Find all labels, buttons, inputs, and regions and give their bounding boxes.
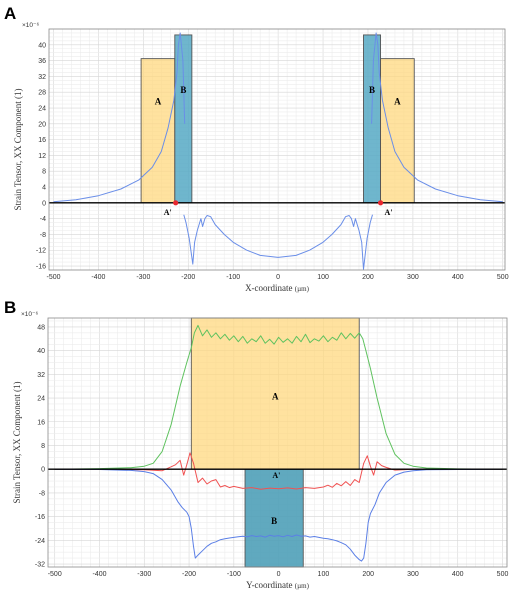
chart-b-y-tick-label: 48 [37,324,45,331]
chart-b-y-axis-title: Strain Tensor, XX Component (1) [12,381,22,503]
chart-b-series-line-0 [54,324,503,470]
chart-a-y-tick-label: 36 [38,58,46,65]
chart-a-y-tick-label: 24 [38,106,46,113]
chart-b-region-label: A [272,392,279,402]
chart-a-region-a-3 [380,58,415,204]
chart-b-x-tick-label: 100 [318,571,330,578]
chart-b-series-line-1 [54,452,503,490]
chart-a-y-tick-label: 12 [38,153,46,160]
chart-a-series-line-0 [53,32,186,203]
chart-panel-a: AB BAA' A'-500 -400 -300 -200 -100 0 100 200 300 40… [13,22,509,293]
chart-a-y-tick-label: -12 [36,248,46,255]
chart-a-x-tick-label: -500 [46,274,60,281]
chart-b-y-tick-label: -32 [35,562,45,569]
chart-a-region-label: B [180,85,186,95]
chart-a-x-tick-label: -100 [226,274,240,281]
chart-b-x-tick-label: 400 [452,571,464,578]
chart-a-marker-point [173,200,179,206]
chart-b-x-tick-label: -500 [48,571,62,578]
chart-a-y-tick-label: -8 [40,232,46,239]
chart-a-region-label: A [394,97,401,107]
chart-b-y-tick-label: 0 [41,467,45,474]
chart-a-x-tick-label: -200 [181,274,195,281]
chart-a-x-tick-label: -400 [91,274,105,281]
chart-b-y-tick-label: -24 [35,538,45,545]
chart-b-x-tick-label: -400 [92,571,106,578]
chart-panel-b: ABA'-500 -400 -300 -200 -100 0 100 200 300 400 500… [12,311,508,590]
chart-b-y-tick-label: 24 [37,396,45,403]
chart-b-frame [47,317,508,568]
chart-a-marker-point [377,200,384,206]
chart-b-y-tick-label: 32 [37,372,45,379]
chart-a-y-exponent: ×10⁻⁶ [22,22,39,29]
chart-b-y-tick-label: 40 [37,348,45,355]
chart-b-x-axis-title: Y-coordinate (µm) [246,580,310,590]
chart-a-y-tick-label: 8 [42,169,46,176]
chart-a-y-tick-label: 20 [38,121,46,128]
chart-a-region-a-0 [140,58,176,204]
chart-a-region-label: A [155,97,162,107]
chart-b-y-tick-label: -8 [39,490,45,497]
panel-letter-a: A [4,4,16,23]
chart-a-x-tick-label: 300 [407,274,419,281]
chart-a-point-label: A' [164,208,172,217]
chart-a-point-label: A' [385,208,393,217]
chart-b-point-label: A' [272,471,280,480]
chart-b-x-tick-label: 0 [277,571,281,578]
chart-a-x-tick-label: 200 [362,274,374,281]
chart-b-x-tick-label: -300 [137,571,151,578]
chart-a-region-label: B [369,85,375,95]
chart-b-y-exponent: ×10⁻⁶ [21,311,38,318]
chart-a-plot-area [49,29,505,270]
chart-b-y-tick-label: 8 [41,443,45,450]
chart-a-y-tick-label: 40 [38,42,46,49]
chart-b-series-line-2 [54,468,503,562]
chart-b-x-tick-label: 200 [362,571,374,578]
chart-a-y-tick-label: 28 [38,90,46,97]
chart-b-region-label: B [271,516,277,526]
chart-a-y-tick-label: 0 [42,200,46,207]
panel-letter-b: B [4,298,16,317]
chart-a-y-tick-label: 32 [38,74,46,81]
chart-a-series-line-2 [371,32,503,203]
chart-b-x-tick-label: 500 [497,571,509,578]
chart-a-x-tick-label: -300 [136,274,150,281]
chart-a-x-axis-title: X-coordinate (µm) [245,283,310,293]
chart-a-x-tick-label: 400 [452,274,464,281]
chart-a-y-tick-label: -4 [40,216,46,223]
chart-a-x-tick-label: 500 [497,274,509,281]
chart-b-x-tick-label: -100 [227,571,241,578]
chart-a-y-tick-label: -16 [36,264,46,271]
chart-a-x-tick-label: 100 [317,274,329,281]
chart-b-x-tick-label: 300 [407,571,419,578]
chart-a-frame [48,28,506,271]
chart-a-series-line-1 [183,214,373,270]
chart-a-y-axis-title: Strain Tensor, XX Component (1) [13,88,23,210]
chart-b-y-tick-label: -16 [35,514,45,521]
chart-b-x-tick-label: -200 [182,571,196,578]
chart-a-y-tick-label: 4 [42,185,46,192]
chart-b-y-tick-label: 16 [37,419,45,426]
chart-a-x-tick-label: 0 [276,274,280,281]
chart-a-y-tick-label: 16 [38,137,46,144]
